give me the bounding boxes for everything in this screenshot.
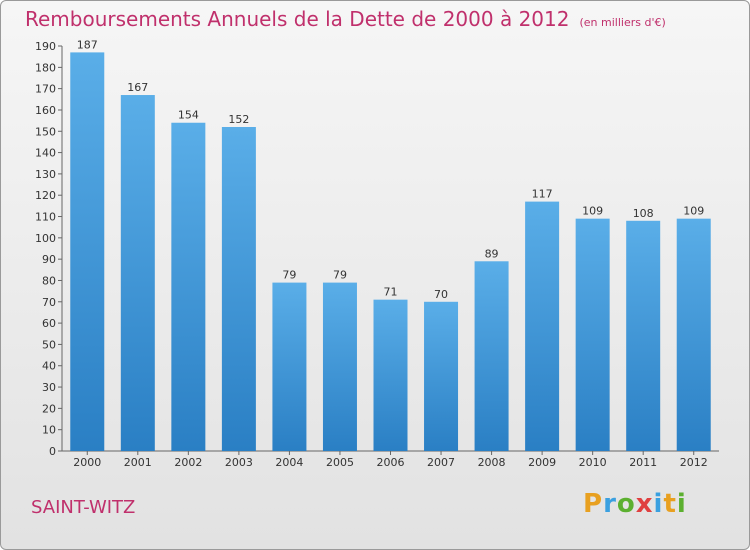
y-tick-label: 50	[42, 338, 56, 351]
bar-value-label: 167	[127, 81, 148, 94]
y-tick-label: 120	[35, 189, 56, 202]
proxiti-logo: Proxiti	[583, 489, 687, 519]
x-tick-label: 2000	[73, 456, 101, 469]
bar	[373, 299, 408, 451]
y-tick-label: 180	[35, 61, 56, 74]
y-tick-label: 100	[35, 232, 56, 245]
x-tick-label: 2003	[225, 456, 253, 469]
y-tick-label: 140	[35, 147, 56, 160]
y-tick-label: 80	[42, 274, 56, 287]
chart-title: Remboursements Annuels de la Dette de 20…	[25, 7, 666, 31]
bar	[424, 301, 459, 451]
y-tick-label: 40	[42, 360, 56, 373]
bar	[676, 218, 711, 451]
y-tick-label: 150	[35, 125, 56, 138]
bar-value-label: 71	[384, 286, 398, 299]
bar	[575, 218, 610, 451]
y-tick-label: 170	[35, 83, 56, 96]
chart-title-text: Remboursements Annuels de la Dette de 20…	[25, 7, 570, 31]
x-tick-label: 2007	[427, 456, 455, 469]
x-tick-label: 2005	[326, 456, 354, 469]
x-tick-label: 2006	[377, 456, 405, 469]
chart-unit: (en milliers d'€)	[579, 16, 666, 29]
y-tick-label: 110	[35, 211, 56, 224]
x-tick-label: 2004	[275, 456, 303, 469]
bar-value-label: 152	[228, 113, 249, 126]
bar	[221, 127, 256, 451]
bar-value-label: 89	[485, 247, 499, 260]
bar-value-label: 109	[582, 205, 603, 218]
city-name: SAINT-WITZ	[31, 497, 136, 518]
y-tick-label: 20	[42, 402, 56, 415]
bar	[322, 282, 357, 451]
x-tick-label: 2011	[629, 456, 657, 469]
x-tick-label: 2001	[124, 456, 152, 469]
bar-value-label: 79	[282, 269, 296, 282]
bar-value-label: 117	[532, 188, 553, 201]
bar	[272, 282, 307, 451]
x-tick-label: 2012	[680, 456, 708, 469]
bar	[626, 220, 661, 451]
x-tick-label: 2009	[528, 456, 556, 469]
bar-value-label: 79	[333, 269, 347, 282]
x-tick-label: 2008	[478, 456, 506, 469]
y-tick-label: 0	[49, 445, 56, 458]
y-tick-label: 60	[42, 317, 56, 330]
y-tick-label: 70	[42, 296, 56, 309]
x-tick-label: 2002	[174, 456, 202, 469]
x-tick-label: 2010	[579, 456, 607, 469]
bar	[525, 201, 560, 451]
bar	[474, 261, 509, 451]
bar-value-label: 154	[178, 109, 199, 122]
bar	[171, 122, 206, 451]
bar-value-label: 108	[633, 207, 654, 220]
bar-value-label: 70	[434, 288, 448, 301]
y-tick-label: 190	[35, 40, 56, 53]
y-tick-label: 10	[42, 424, 56, 437]
bar-value-label: 109	[683, 205, 704, 218]
bar	[120, 95, 155, 452]
y-tick-label: 160	[35, 104, 56, 117]
y-tick-label: 30	[42, 381, 56, 394]
y-tick-label: 90	[42, 253, 56, 266]
bar-value-label: 187	[77, 38, 98, 51]
y-tick-label: 130	[35, 168, 56, 181]
bar	[70, 52, 105, 451]
